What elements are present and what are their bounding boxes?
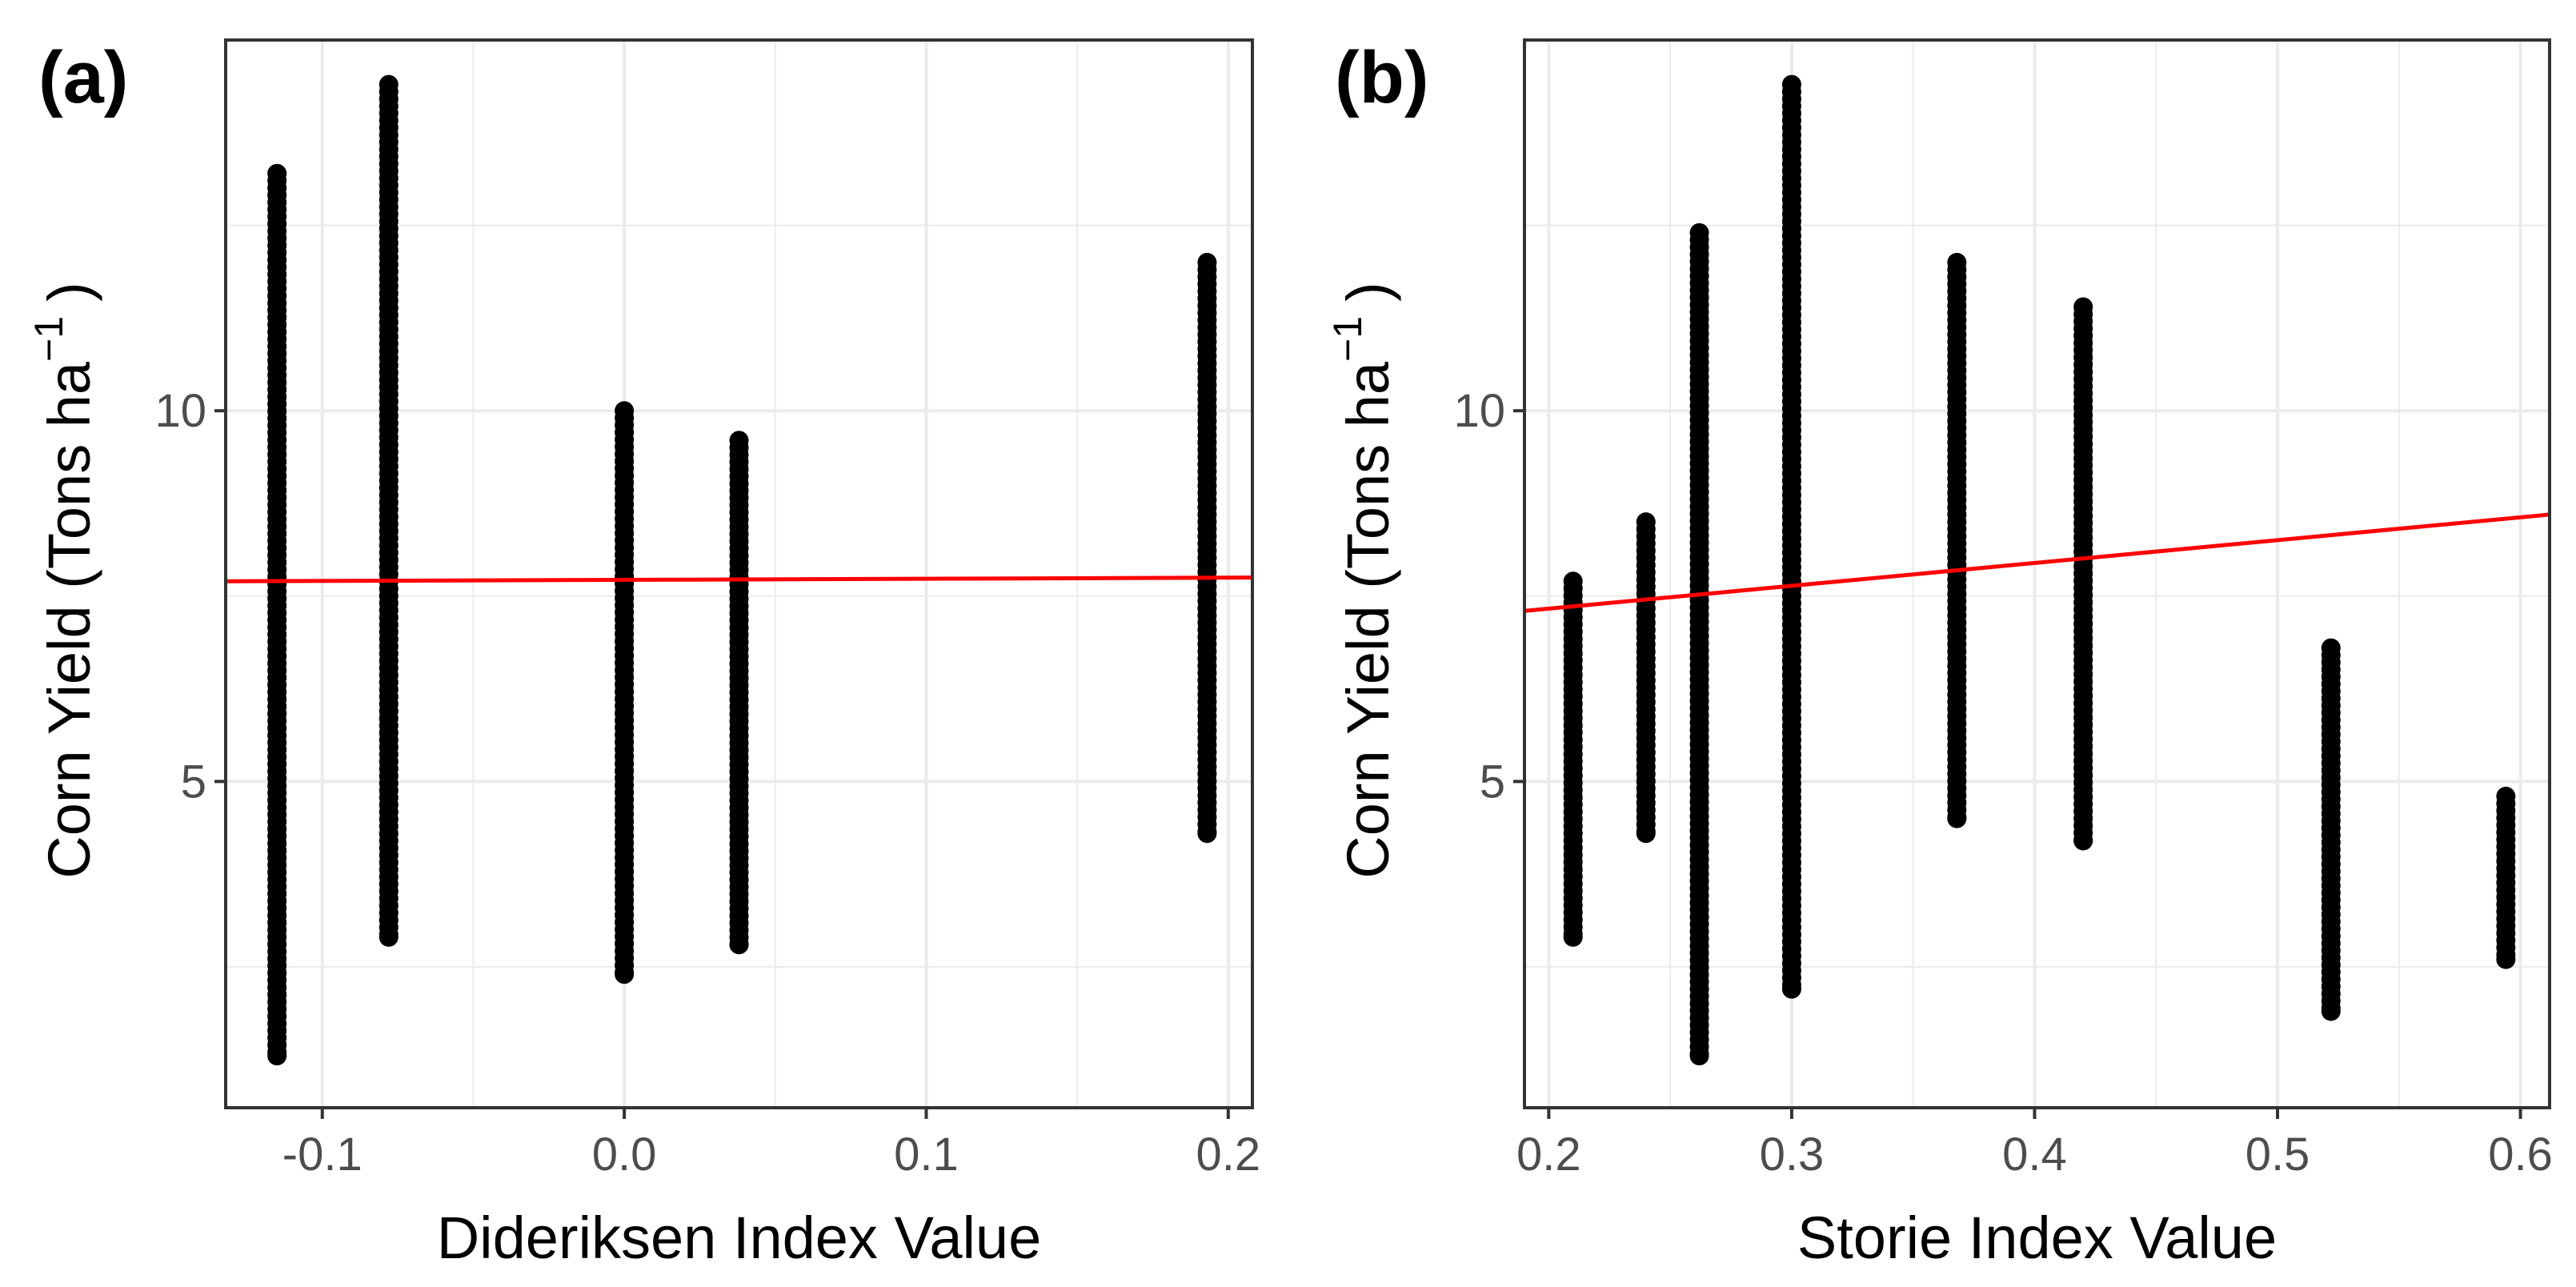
x-axis-title: Dideriksen Index Value bbox=[437, 1205, 1042, 1271]
plot-background bbox=[1524, 40, 2550, 1108]
point-column bbox=[1563, 571, 1583, 947]
point-column bbox=[1197, 252, 1217, 844]
regression-line bbox=[225, 575, 1253, 583]
x-axis-title: Storie Index Value bbox=[1797, 1205, 2277, 1271]
point-column bbox=[1636, 512, 1656, 844]
point-column bbox=[2496, 786, 2516, 969]
x-tick-label: 0.3 bbox=[1760, 1129, 1825, 1181]
x-tick-label: 0.6 bbox=[2488, 1129, 2553, 1181]
point-column bbox=[1781, 74, 1801, 999]
data-point bbox=[267, 1046, 287, 1066]
point-column bbox=[379, 74, 399, 947]
y-tick-label: 5 bbox=[181, 756, 206, 808]
x-tick-label: -0.1 bbox=[282, 1129, 363, 1181]
data-point bbox=[1636, 824, 1656, 844]
y-axis-title: Corn Yield (Tons ha−1) bbox=[26, 282, 102, 878]
point-column bbox=[267, 163, 287, 1066]
y-axis-title-main: Corn Yield (Tons ha bbox=[1335, 361, 1401, 879]
panel-border bbox=[1523, 38, 2551, 1109]
data-point bbox=[1197, 824, 1217, 844]
x-tick-label: 0.2 bbox=[1196, 1129, 1260, 1181]
panel-label: (a) bbox=[38, 37, 128, 118]
data-point bbox=[729, 935, 749, 955]
point-column bbox=[2073, 297, 2093, 851]
data-point bbox=[1689, 1046, 1709, 1066]
panel-label: (b) bbox=[1335, 37, 1428, 118]
y-tick-label: 10 bbox=[1453, 385, 1505, 437]
panel-border bbox=[224, 38, 1254, 1109]
regression-line bbox=[1524, 512, 2550, 613]
x-tick-label: 0.5 bbox=[2245, 1129, 2310, 1181]
point-column bbox=[2321, 638, 2341, 1021]
point-column bbox=[615, 401, 635, 984]
x-tick-label: 0.4 bbox=[2002, 1129, 2067, 1181]
y-axis-title-superscript: −1 bbox=[1325, 316, 1370, 362]
y-axis-title-main: Corn Yield (Tons ha bbox=[36, 361, 102, 879]
point-column bbox=[729, 431, 749, 955]
point-column bbox=[1689, 223, 1709, 1066]
data-point bbox=[2321, 1001, 2341, 1021]
y-axis-title-superscript: −1 bbox=[26, 316, 71, 362]
x-tick-label: 0.2 bbox=[1516, 1129, 1581, 1181]
y-axis-title-close: ) bbox=[1335, 282, 1401, 302]
data-point bbox=[1781, 979, 1801, 999]
y-axis-title: Corn Yield (Tons ha−1) bbox=[1325, 282, 1401, 878]
data-point bbox=[1947, 808, 1967, 828]
data-point bbox=[2496, 949, 2516, 969]
chart-panel-b: 0.2 0.3 0.4 0.5 0.6 5 10 Storie Index Value Corn… bbox=[1325, 37, 2553, 1271]
y-axis-title-close: ) bbox=[36, 282, 102, 302]
y-tick-label: 5 bbox=[1480, 756, 1505, 808]
data-point bbox=[1563, 927, 1583, 947]
data-point bbox=[379, 927, 399, 947]
data-point bbox=[2073, 831, 2093, 851]
data-point bbox=[615, 964, 635, 984]
x-tick-label: 0.0 bbox=[592, 1129, 657, 1181]
chart-panel-a: -0.1 0.0 0.1 0.2 5 10 Dideriksen Index Value Co… bbox=[26, 37, 1260, 1271]
point-column bbox=[1947, 252, 1967, 828]
y-tick-label: 10 bbox=[154, 385, 206, 437]
x-tick-label: 0.1 bbox=[894, 1129, 959, 1181]
